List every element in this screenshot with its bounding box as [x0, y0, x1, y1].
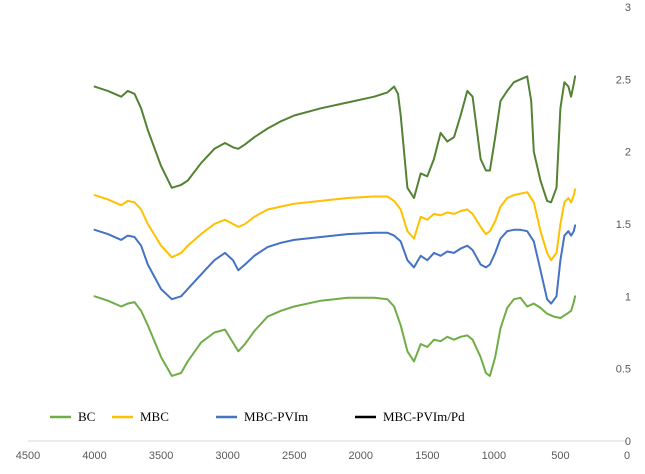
- x-tick-label: 0: [624, 450, 630, 462]
- legend-label-mbc: MBC: [140, 409, 169, 424]
- y-tick-label: 1: [625, 291, 631, 303]
- y-tick-label: 2.5: [616, 74, 631, 86]
- y-tick-label: 2: [625, 147, 631, 159]
- x-tick-label: 4000: [82, 450, 106, 462]
- x-tick-label: 3500: [149, 450, 173, 462]
- series-line-mbc-pvim: [93, 224, 577, 305]
- x-tick-label: 2000: [349, 450, 373, 462]
- series-group: [93, 75, 577, 377]
- x-tick-label: 1500: [415, 450, 439, 462]
- series-line-mbc: [93, 188, 577, 262]
- y-tick-label: 1.5: [616, 219, 631, 231]
- legend: BC MBC MBC-PVIm MBC-PVIm/Pd: [50, 409, 465, 424]
- x-tick-label: 2500: [282, 450, 306, 462]
- series-line-bc: [93, 295, 577, 377]
- x-tick-label: 500: [551, 450, 569, 462]
- legend-label-mbc-pvim-pd: MBC-PVIm/Pd: [383, 409, 465, 424]
- y-tick-label: 0: [625, 436, 631, 448]
- legend-label-bc: BC: [78, 409, 95, 424]
- axes: 4500 4000 3500 3000 2500 2000 1500 1000 500 0 0 0.5…: [16, 2, 631, 462]
- y-tick-label: 0.5: [616, 364, 631, 376]
- y-tick-label: 3: [625, 2, 631, 14]
- x-tick-label: 1000: [482, 450, 506, 462]
- x-tick-label: 4500: [16, 450, 40, 462]
- series-line-unlabeled: [93, 75, 577, 204]
- legend-label-mbc-pvim: MBC-PVIm: [244, 409, 308, 424]
- x-tick-label: 3000: [215, 450, 239, 462]
